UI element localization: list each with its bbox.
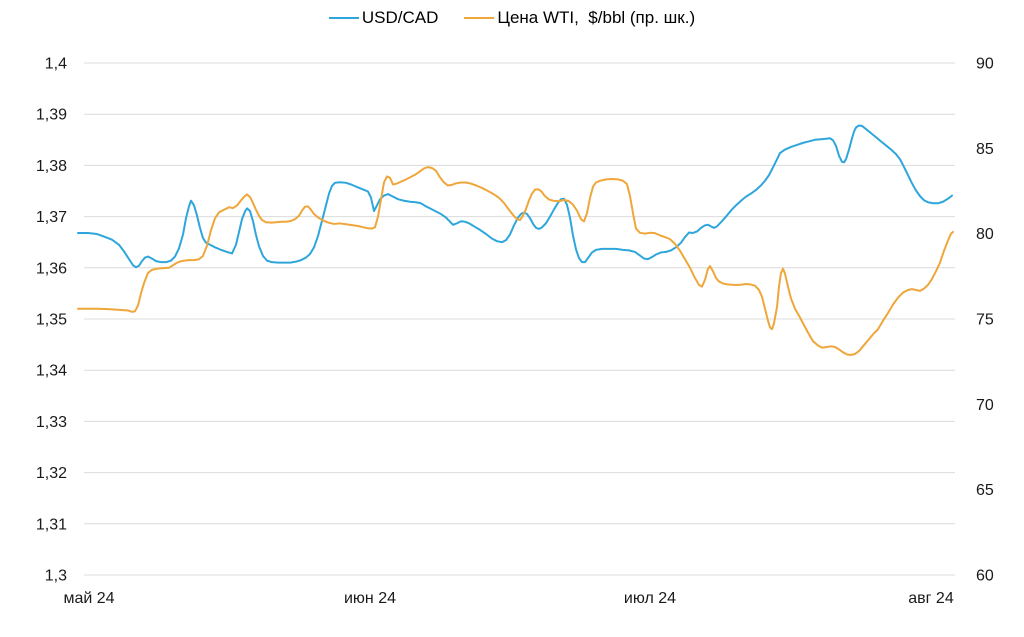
right-axis-tick-label: 65	[976, 482, 994, 499]
x-axis-tick-label: авг 24	[908, 590, 954, 607]
legend-item-usdcad: USD/CAD	[328, 8, 439, 28]
right-axis-tick-label: 80	[976, 226, 994, 243]
usdcad-line-swatch	[328, 17, 359, 19]
left-axis-tick-label: 1,36	[36, 260, 67, 277]
left-axis-tick-label: 1,37	[36, 209, 67, 226]
left-axis-tick-label: 1,33	[36, 414, 67, 431]
left-axis-tick-label: 1,38	[36, 158, 67, 175]
left-axis-tick-label: 1,32	[36, 465, 67, 482]
left-axis-tick-label: 1,31	[36, 516, 67, 533]
left-axis-tick-label: 1,34	[36, 363, 67, 380]
usdcad-line	[77, 124, 953, 269]
right-axis-tick-label: 70	[976, 397, 994, 414]
legend-label-usdcad: USD/CAD	[361, 8, 439, 27]
legend-item-wti: Цена WTI, $/bbl (пр. шк.)	[464, 8, 695, 28]
left-axis-tick-label: 1,35	[36, 312, 67, 329]
right-axis-tick-label: 75	[976, 312, 994, 329]
x-axis-tick-label: май 24	[63, 590, 114, 607]
right-axis-tick-label: 90	[976, 56, 994, 73]
wti-line	[77, 166, 954, 356]
x-axis-tick-label: июн 24	[344, 590, 396, 607]
right-axis-tick-label: 60	[976, 568, 994, 585]
x-axis-tick-label: июл 24	[624, 590, 676, 607]
chart-legend: USD/CAD Цена WTI, $/bbl (пр. шк.)	[0, 8, 1024, 28]
left-axis-tick-label: 1,4	[45, 56, 67, 73]
legend-label-wti: Цена WTI, $/bbl (пр. шк.)	[497, 8, 696, 27]
wti-line-swatch	[464, 17, 495, 19]
left-axis-tick-label: 1,3	[45, 568, 67, 585]
left-axis-tick-label: 1,39	[36, 107, 67, 124]
right-axis-tick-label: 85	[976, 141, 994, 158]
